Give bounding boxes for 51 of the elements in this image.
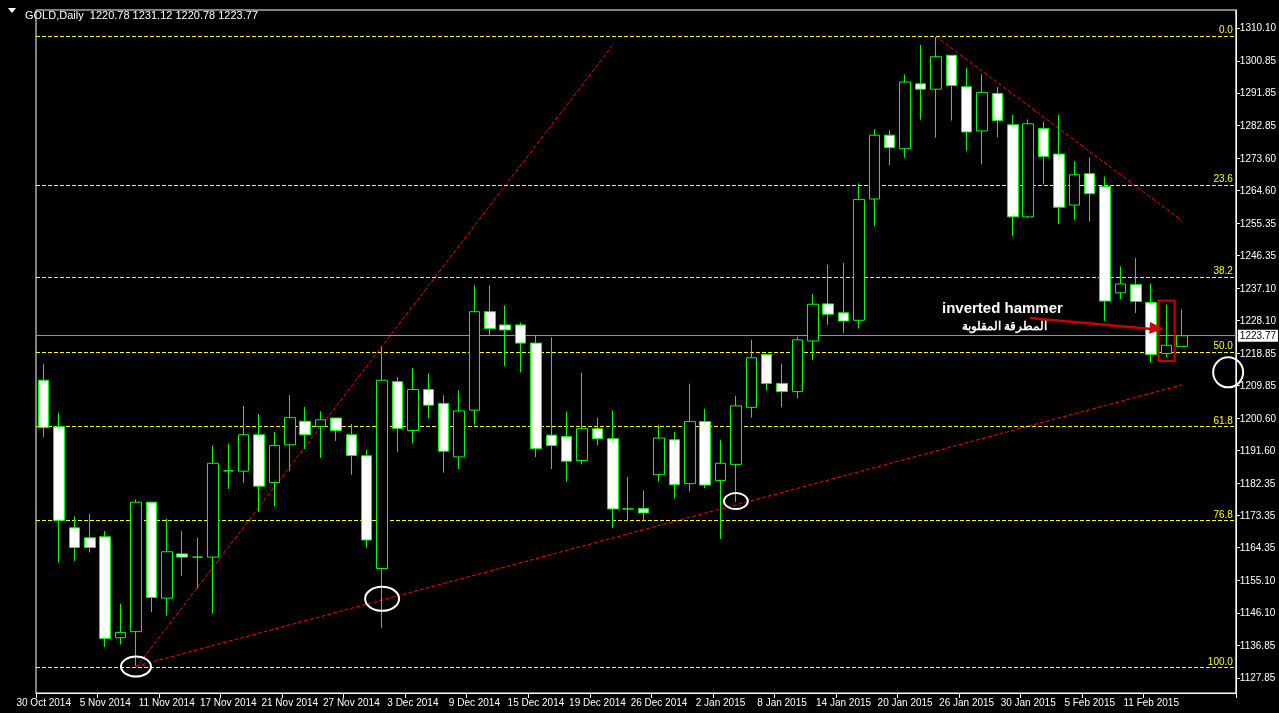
x-tick-label: 30 Jan 2015 xyxy=(1000,696,1057,708)
x-tick-label: 11 Feb 2015 xyxy=(1123,696,1180,708)
annotation: 61.8 xyxy=(1213,414,1233,426)
annotation: 0.0 xyxy=(1218,24,1233,36)
y-tick-label: 1146.10 xyxy=(1239,607,1276,619)
y-tick-label: 1291.85 xyxy=(1239,87,1277,99)
annotation: 23.6 xyxy=(1213,173,1233,185)
annotation: 76.8 xyxy=(1213,508,1233,520)
y-tick-label: 1155.10 xyxy=(1239,575,1276,587)
ref-line-label: 1223.77 xyxy=(1239,330,1277,342)
y-tick-label: 1300.85 xyxy=(1239,55,1277,67)
x-tick-label: 2 Jan 2015 xyxy=(695,696,746,708)
y-tick-label: 1127.85 xyxy=(1239,672,1276,684)
y-tick-label: 1246.35 xyxy=(1239,249,1277,261)
y-tick-label: 1136.85 xyxy=(1239,640,1276,652)
x-tick-label: 11 Nov 2014 xyxy=(138,696,196,708)
x-tick-label: 17 Nov 2014 xyxy=(199,696,258,708)
annotation: المطرقة المقلوبة xyxy=(962,319,1048,333)
y-tick-label: 1191.60 xyxy=(1239,444,1276,456)
y-tick-label: 1228.10 xyxy=(1239,314,1277,326)
chart-title: GOLD,Daily 1220.78 1231.12 1220.78 1223.77 xyxy=(25,8,259,21)
y-tick-label: 1310.10 xyxy=(1239,22,1277,34)
x-tick-label: 8 Jan 2015 xyxy=(757,696,808,708)
x-tick-label: 20 Jan 2015 xyxy=(877,696,934,708)
y-tick-label: 1200.60 xyxy=(1239,412,1277,424)
x-tick-label: 30 Oct 2014 xyxy=(16,696,72,708)
y-tick-label: 1282.85 xyxy=(1239,119,1277,131)
y-tick-label: 1237.10 xyxy=(1239,282,1277,294)
x-tick-label: 9 Dec 2014 xyxy=(448,696,501,708)
x-tick-label: 14 Jan 2015 xyxy=(816,696,872,708)
y-tick-label: 1255.35 xyxy=(1239,217,1277,229)
x-tick-label: 5 Feb 2015 xyxy=(1064,696,1116,708)
x-tick-label: 3 Dec 2014 xyxy=(387,696,439,708)
x-tick-label: 21 Nov 2014 xyxy=(261,696,319,708)
y-tick-label: 1173.35 xyxy=(1239,510,1276,522)
y-tick-label: 1209.85 xyxy=(1239,379,1277,391)
y-tick-label: 1264.60 xyxy=(1239,184,1277,196)
y-tick-label: 1164.35 xyxy=(1239,542,1276,554)
x-tick-label: 19 Dec 2014 xyxy=(569,696,627,708)
annotation: inverted hammer xyxy=(942,299,1063,316)
annotation: 50.0 xyxy=(1213,340,1233,352)
annotation: 100.0 xyxy=(1207,655,1233,667)
annotation: 38.2 xyxy=(1213,265,1233,277)
y-tick-label: 1182.35 xyxy=(1239,477,1276,489)
y-tick-label: 1218.85 xyxy=(1239,347,1277,359)
x-tick-label: 5 Nov 2014 xyxy=(79,696,132,708)
y-tick-label: 1273.60 xyxy=(1239,152,1277,164)
x-tick-label: 26 Jan 2015 xyxy=(939,696,995,708)
x-tick-label: 27 Nov 2014 xyxy=(322,696,381,708)
x-tick-label: 26 Dec 2014 xyxy=(630,696,688,708)
x-tick-label: 15 Dec 2014 xyxy=(507,696,565,708)
